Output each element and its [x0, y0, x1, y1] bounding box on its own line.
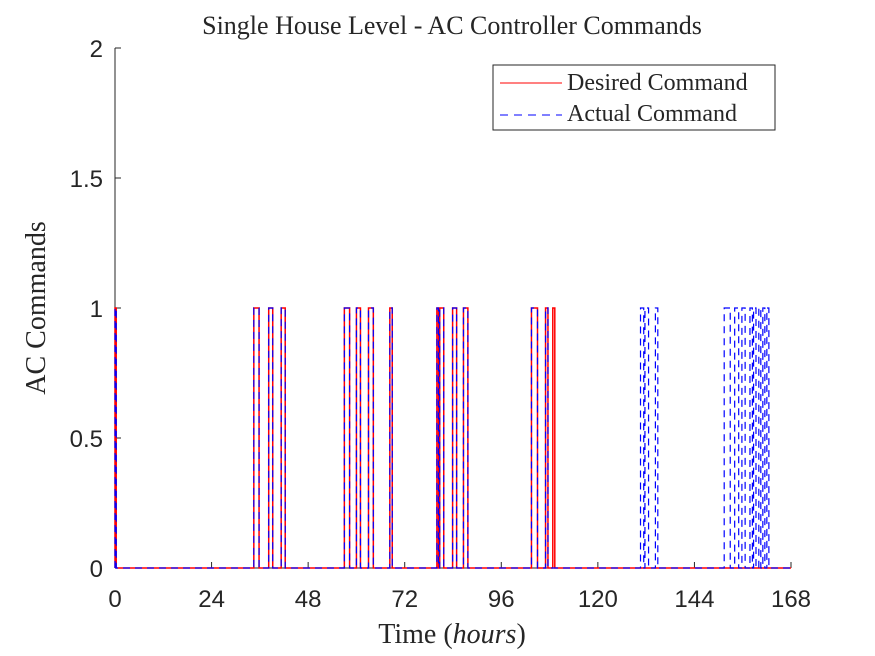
legend: Desired Command Actual Command	[492, 64, 776, 131]
y-tick-label: 0.5	[70, 426, 103, 453]
y-tick-label: 1.5	[70, 166, 103, 193]
x-tick-label: 168	[771, 586, 811, 613]
x-tick-label: 120	[578, 586, 618, 613]
legend-label-actual: Actual Command	[567, 101, 737, 127]
x-tick-label: 0	[108, 586, 121, 613]
x-axis-label: Time (hours)	[378, 619, 526, 650]
x-axis-label-text: Time	[378, 619, 436, 650]
series-layer	[114, 307, 791, 569]
y-tick-label: 1	[90, 296, 103, 323]
series-line-actual-command	[114, 307, 791, 569]
x-tick-label: 48	[295, 586, 322, 613]
x-axis-label-open-paren: (	[436, 619, 452, 650]
chart-title: Single House Level - AC Controller Comma…	[202, 11, 702, 40]
tick-labels: 0 24 48 72 96 120 144 168 0 0.5 1 1.5 2	[70, 36, 811, 613]
legend-box	[492, 64, 776, 131]
x-tick-label: 96	[488, 586, 515, 613]
x-axis-label-close-paren: )	[516, 619, 525, 650]
y-tick-label: 2	[90, 36, 103, 63]
y-tick-label: 0	[90, 556, 103, 583]
x-tick-label: 72	[391, 586, 418, 613]
legend-label-desired: Desired Command	[567, 70, 748, 96]
x-tick-label: 144	[674, 586, 714, 613]
x-tick-label: 24	[198, 586, 225, 613]
x-axis-label-unit: hours	[453, 619, 517, 650]
y-axis-label: AC Commands	[21, 221, 52, 394]
